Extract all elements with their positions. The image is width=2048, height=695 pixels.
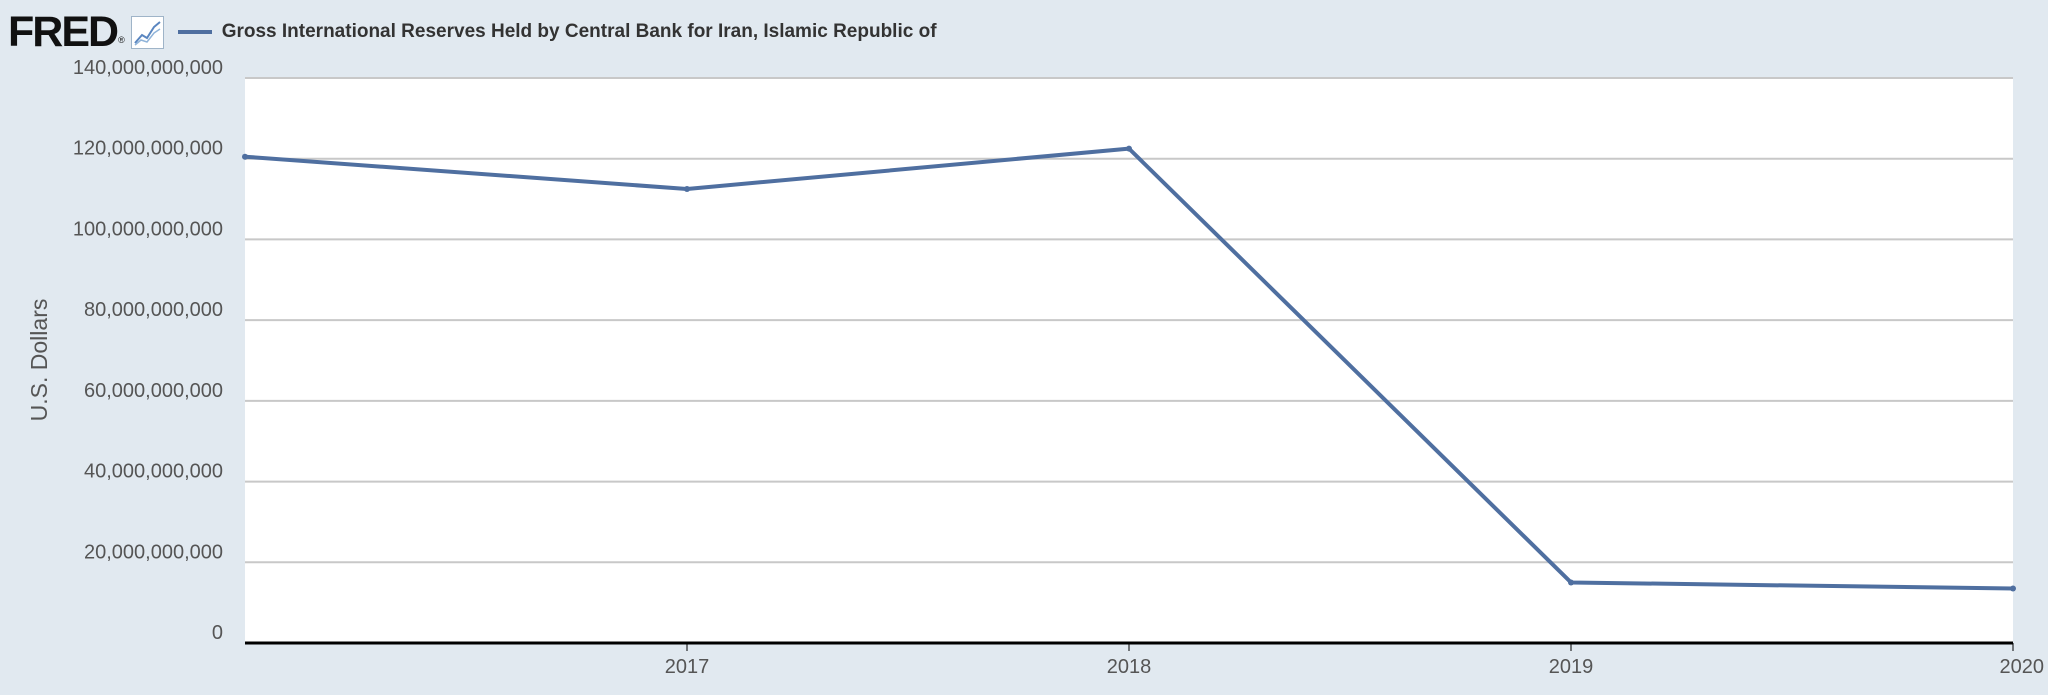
y-tick-label: 140,000,000,000 (73, 57, 223, 79)
x-axis-ticks: 2017 2018 2019 2020 (665, 643, 2044, 678)
y-axis-label: U.S. Dollars (26, 299, 52, 422)
chart-header: FRED ® Gross International Reserves Held… (8, 10, 937, 54)
legend-label: Gross International Reserves Held by Cen… (221, 21, 937, 42)
data-point[interactable] (1568, 579, 1574, 586)
plot-area (245, 78, 2013, 643)
y-tick-label: 20,000,000,000 (84, 541, 223, 563)
x-tick-label: 2020 (2000, 656, 2045, 678)
data-point[interactable] (684, 185, 690, 192)
x-tick-label: 2018 (1107, 656, 1152, 678)
y-tick-label: 120,000,000,000 (73, 138, 223, 160)
fred-logo[interactable]: FRED (8, 8, 119, 56)
registered-mark: ® (118, 35, 125, 45)
legend-swatch (177, 30, 212, 34)
y-tick-label: 40,000,000,000 (84, 461, 223, 483)
y-axis-ticks: 0 20,000,000,000 40,000,000,000 60,000,000,… (73, 57, 223, 644)
y-tick-label: 60,000,000,000 (84, 380, 223, 402)
y-tick-label: 80,000,000,000 (84, 299, 223, 321)
grid-lines (245, 77, 2013, 645)
x-tick-label: 2019 (1549, 656, 1594, 678)
y-tick-label: 0 (212, 622, 223, 644)
data-point[interactable] (242, 153, 248, 160)
x-tick-label: 2017 (665, 656, 710, 678)
data-point[interactable] (1126, 145, 1132, 152)
series-group (242, 145, 2016, 592)
y-tick-label: 100,000,000,000 (73, 218, 223, 240)
data-point[interactable] (2010, 585, 2016, 592)
line-chart-icon[interactable] (130, 15, 164, 49)
